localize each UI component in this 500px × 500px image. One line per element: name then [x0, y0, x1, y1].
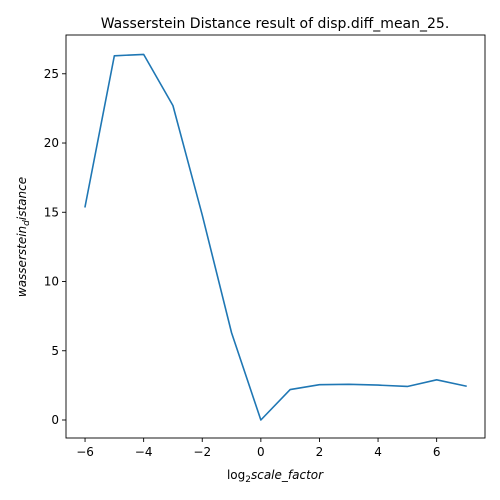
- x-tick-label: −2: [193, 445, 211, 459]
- axes-frame: [65, 34, 486, 439]
- chart-title: Wasserstein Distance result of disp.diff…: [101, 16, 450, 32]
- y-tick-label: 5: [51, 344, 59, 358]
- y-tick-label: 0: [51, 413, 59, 427]
- axes: −6 −4 −2 0 2 4 6 0 5 10 15 20 25: [44, 34, 486, 459]
- x-axis-label-subscript: 2: [245, 475, 251, 485]
- y-tick-label: 10: [44, 275, 59, 289]
- y-axis-label-main: wasserstein: [15, 226, 29, 297]
- y-axis-label-rest: istance: [15, 177, 29, 220]
- series-line: [84, 53, 467, 421]
- x-tick-label: 0: [257, 445, 265, 459]
- x-axis-label-prefix: log: [227, 468, 245, 482]
- y-tick-label: 15: [44, 205, 59, 219]
- x-tick-label: −4: [135, 445, 153, 459]
- plot-area: [84, 53, 467, 421]
- x-tick-label: −6: [76, 445, 94, 459]
- x-axis-label: log2scale_factor: [227, 468, 324, 485]
- x-tick-label: 4: [374, 445, 382, 459]
- y-tick-label: 20: [44, 136, 59, 150]
- x-axis-label-rest: scale_factor: [251, 468, 324, 482]
- y-axis-label-subscript: d: [22, 220, 32, 226]
- x-tick-label: 2: [316, 445, 324, 459]
- y-axis-label: wassersteindistance: [15, 177, 32, 297]
- y-tick-label: 25: [44, 67, 59, 81]
- x-tick-label: 6: [433, 445, 441, 459]
